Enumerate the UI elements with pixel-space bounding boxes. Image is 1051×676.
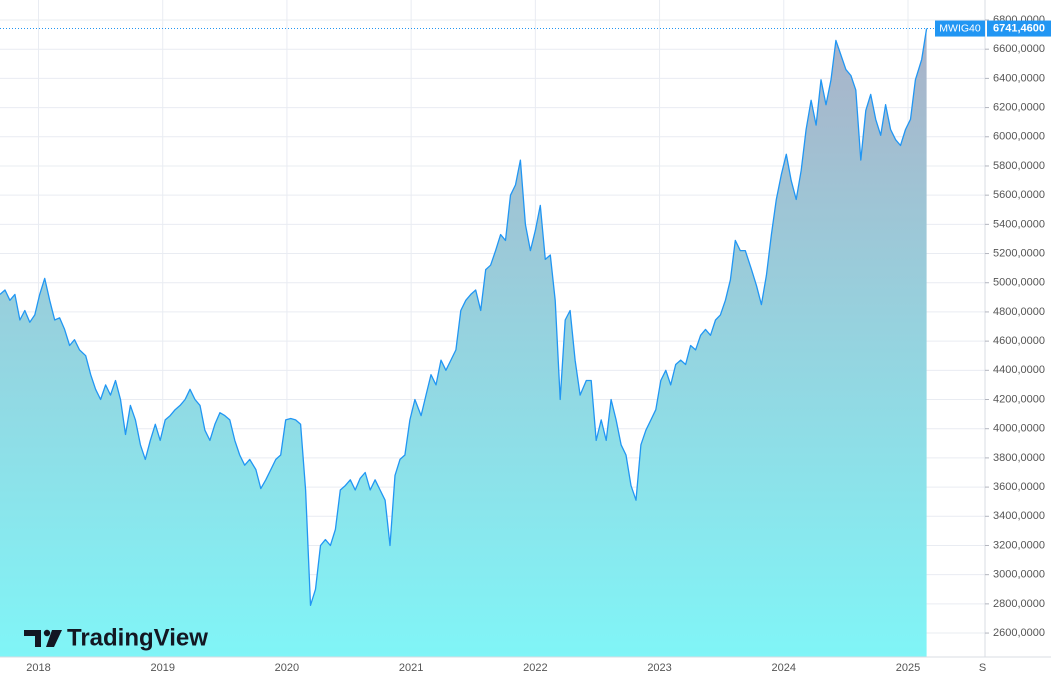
x-tick-label: 2018 bbox=[26, 662, 50, 674]
y-tick-label: 5800,0000 bbox=[993, 160, 1045, 172]
x-tick-label: 2025 bbox=[896, 662, 920, 674]
y-tick-label: 4600,0000 bbox=[993, 335, 1045, 347]
price-badge bbox=[987, 20, 1051, 37]
y-tick-label: 6400,0000 bbox=[993, 72, 1045, 84]
logo bbox=[24, 630, 41, 647]
x-tick-label: 2024 bbox=[772, 662, 796, 674]
badges: MWIG40 6741,4600 bbox=[935, 20, 1051, 37]
logo bbox=[46, 630, 62, 647]
series-badge bbox=[935, 20, 985, 37]
y-tick-label: 3200,0000 bbox=[993, 539, 1045, 551]
x-tick-label: 2020 bbox=[275, 662, 299, 674]
x-tick-label: 2023 bbox=[647, 662, 671, 674]
price-line bbox=[0, 28, 928, 606]
y-tick-label: 4800,0000 bbox=[993, 306, 1045, 318]
watermark: TradingView bbox=[24, 624, 208, 651]
y-tick-label: 5600,0000 bbox=[993, 189, 1045, 201]
y-tick-label: 4400,0000 bbox=[993, 364, 1045, 376]
y-tick-label: 6000,0000 bbox=[993, 131, 1045, 143]
axes: 2600,0000 2800,0000 3000,0000 3200,0000 3400… bbox=[26, 14, 1045, 674]
area-fill bbox=[0, 28, 927, 657]
x-tick-label: 2022 bbox=[523, 662, 547, 674]
y-tick-label: 3000,0000 bbox=[993, 569, 1045, 581]
y-tick-label: 4200,0000 bbox=[993, 393, 1045, 405]
y-tick-label: 5000,0000 bbox=[993, 277, 1045, 289]
y-tick-label: 6600,0000 bbox=[993, 43, 1045, 55]
y-tick-label: 4000,0000 bbox=[993, 423, 1045, 435]
x-tick-label: 2021 bbox=[399, 662, 423, 674]
y-tick-label: 6200,0000 bbox=[993, 101, 1045, 113]
watermark-text: TradingView bbox=[67, 624, 208, 651]
series-name: MWIG40 bbox=[939, 22, 981, 34]
logo bbox=[43, 629, 51, 637]
x-tick-label: 2019 bbox=[150, 662, 174, 674]
y-tick-label: 2600,0000 bbox=[993, 627, 1045, 639]
y-tick-label: 3400,0000 bbox=[993, 510, 1045, 522]
y-tick-label: 5200,0000 bbox=[993, 247, 1045, 259]
x-tick-label: S bbox=[979, 662, 986, 674]
y-tick-label: 5400,0000 bbox=[993, 218, 1045, 230]
y-tick-label: 3800,0000 bbox=[993, 452, 1045, 464]
price-label: 6741,4600 bbox=[993, 22, 1045, 34]
y-tick-label: 2800,0000 bbox=[993, 598, 1045, 610]
plot bbox=[0, 28, 985, 657]
y-tick-label: 3600,0000 bbox=[993, 481, 1045, 493]
